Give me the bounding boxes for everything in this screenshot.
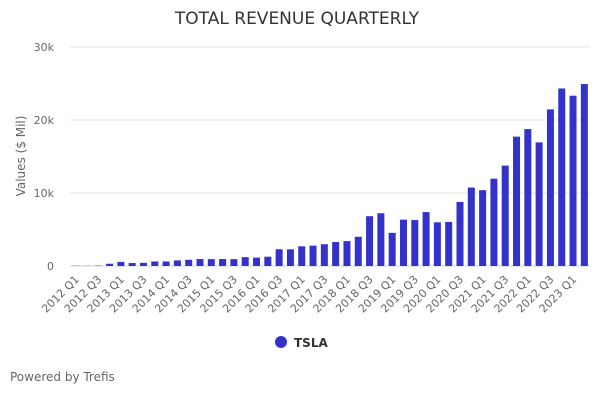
bar-2015-q3[interactable] xyxy=(230,259,238,266)
bar-2013-q3[interactable] xyxy=(139,262,147,266)
bar-2022-q3[interactable] xyxy=(546,109,554,266)
bar-2015-q4[interactable] xyxy=(241,257,249,266)
bar-2023-q2[interactable] xyxy=(580,84,588,266)
bar-2016-q2[interactable] xyxy=(264,256,272,266)
bar-2016-q4[interactable] xyxy=(286,249,294,266)
bar-2018-q2[interactable] xyxy=(354,236,362,266)
bar-2015-q2[interactable] xyxy=(219,259,227,266)
legend[interactable]: TSLA xyxy=(275,336,328,350)
bar-2013-q2[interactable] xyxy=(128,263,136,266)
legend-label-tsla[interactable]: TSLA xyxy=(294,336,328,350)
bar-2022-q4[interactable] xyxy=(558,88,566,266)
bar-2014-q3[interactable] xyxy=(185,259,193,266)
bar-2020-q4[interactable] xyxy=(467,187,475,266)
bar-2019-q3[interactable] xyxy=(411,219,419,266)
bar-2012-q4[interactable] xyxy=(106,263,114,266)
bar-2018-q1[interactable] xyxy=(343,241,351,266)
bar-2013-q1[interactable] xyxy=(117,261,125,266)
legend-marker-tsla xyxy=(275,336,287,348)
bar-2021-q1[interactable] xyxy=(479,190,487,266)
bar-2016-q1[interactable] xyxy=(253,257,261,266)
y-axis-label: Values ($ Mil) xyxy=(14,116,28,197)
powered-by-footer: Powered by Trefis xyxy=(10,370,115,384)
bar-2020-q3[interactable] xyxy=(456,201,464,266)
bar-2022-q2[interactable] xyxy=(535,142,543,266)
chart-title: TOTAL REVENUE QUARTERLY xyxy=(174,9,420,29)
bar-2020-q2[interactable] xyxy=(445,221,453,266)
bar-2014-q1[interactable] xyxy=(162,261,170,266)
bar-2017-q3[interactable] xyxy=(320,244,328,266)
bar-2023-q1[interactable] xyxy=(569,95,577,266)
bar-2021-q4[interactable] xyxy=(513,136,521,266)
bar-2013-q4[interactable] xyxy=(151,261,159,266)
bar-2021-q3[interactable] xyxy=(501,165,509,266)
bar-2018-q4[interactable] xyxy=(377,213,385,266)
bar-2014-q4[interactable] xyxy=(196,259,204,266)
bar-2017-q4[interactable] xyxy=(332,241,340,266)
bar-2015-q1[interactable] xyxy=(207,259,215,266)
bar-2020-q1[interactable] xyxy=(433,222,441,266)
y-tick-label: 10k xyxy=(34,187,55,200)
bar-2022-q1[interactable] xyxy=(524,129,532,266)
bar-2019-q2[interactable] xyxy=(399,219,407,266)
bar-2017-q1[interactable] xyxy=(298,246,306,266)
y-tick-label: 20k xyxy=(34,114,55,127)
bar-2016-q3[interactable] xyxy=(275,249,283,266)
bar-2019-q4[interactable] xyxy=(422,212,430,266)
bar-2021-q2[interactable] xyxy=(490,178,498,266)
bar-2017-q2[interactable] xyxy=(309,245,317,266)
y-tick-label: 0 xyxy=(47,260,54,273)
y-tick-label: 30k xyxy=(34,41,55,54)
bar-2019-q1[interactable] xyxy=(388,232,396,266)
bar-2018-q3[interactable] xyxy=(366,216,374,266)
bar-2014-q2[interactable] xyxy=(173,260,181,266)
